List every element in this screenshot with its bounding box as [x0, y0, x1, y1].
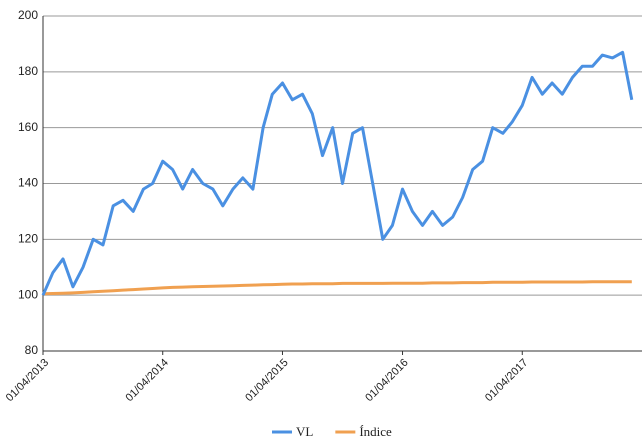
- legend-label: VL: [296, 424, 313, 439]
- x-tick-label: 01/04/2013: [4, 357, 51, 404]
- y-tick-label: 100: [18, 287, 38, 301]
- x-tick-label: 01/04/2017: [483, 357, 530, 404]
- x-tick-label: 01/04/2014: [123, 357, 170, 404]
- y-tick-label: 80: [25, 343, 39, 357]
- y-tick-label: 180: [18, 64, 38, 78]
- series-line: [42, 280, 632, 296]
- legend: VL Índice: [272, 424, 392, 439]
- series-line: [41, 50, 634, 296]
- legend-label: Índice: [359, 424, 392, 439]
- y-tick-label: 160: [18, 120, 38, 134]
- y-tick-label: 200: [18, 8, 38, 22]
- x-tick-label: 01/04/2016: [363, 357, 410, 404]
- y-tick-label: 120: [18, 232, 38, 246]
- y-tick-label: 140: [18, 176, 38, 190]
- x-tick-label: 01/04/2015: [243, 357, 290, 404]
